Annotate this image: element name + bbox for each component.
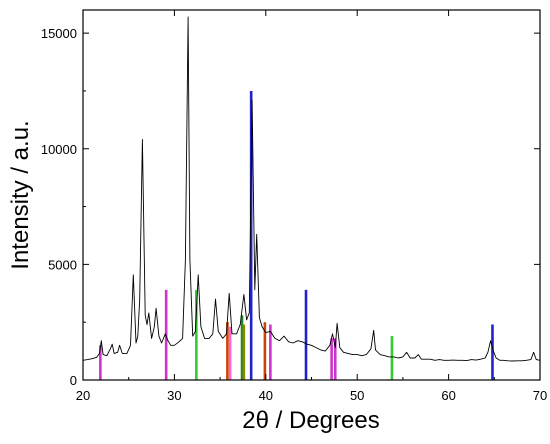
x-tick-label-1: 30 <box>167 388 181 403</box>
x-tick-label-4: 60 <box>441 388 455 403</box>
x-tick-label-3: 50 <box>350 388 364 403</box>
y-axis-title: Intensity / a.u. <box>7 120 34 269</box>
plot-frame <box>82 9 541 381</box>
pattern-line-0 <box>82 16 541 362</box>
x-axis-title: 2θ / Degrees <box>242 407 379 434</box>
y-tick-label-3: 15000 <box>41 26 77 41</box>
x-tick-label-5: 70 <box>533 388 547 403</box>
axis-ticks: 20 30 40 50 60 70 0 5000 10000 15000 <box>41 10 547 403</box>
plot-area <box>82 16 541 380</box>
x-tick-label-0: 20 <box>76 388 90 403</box>
y-tick-label-1: 5000 <box>48 257 77 272</box>
y-tick-label-2: 10000 <box>41 142 77 157</box>
x-tick-label-2: 40 <box>259 388 273 403</box>
y-tick-label-0: 0 <box>70 373 77 388</box>
